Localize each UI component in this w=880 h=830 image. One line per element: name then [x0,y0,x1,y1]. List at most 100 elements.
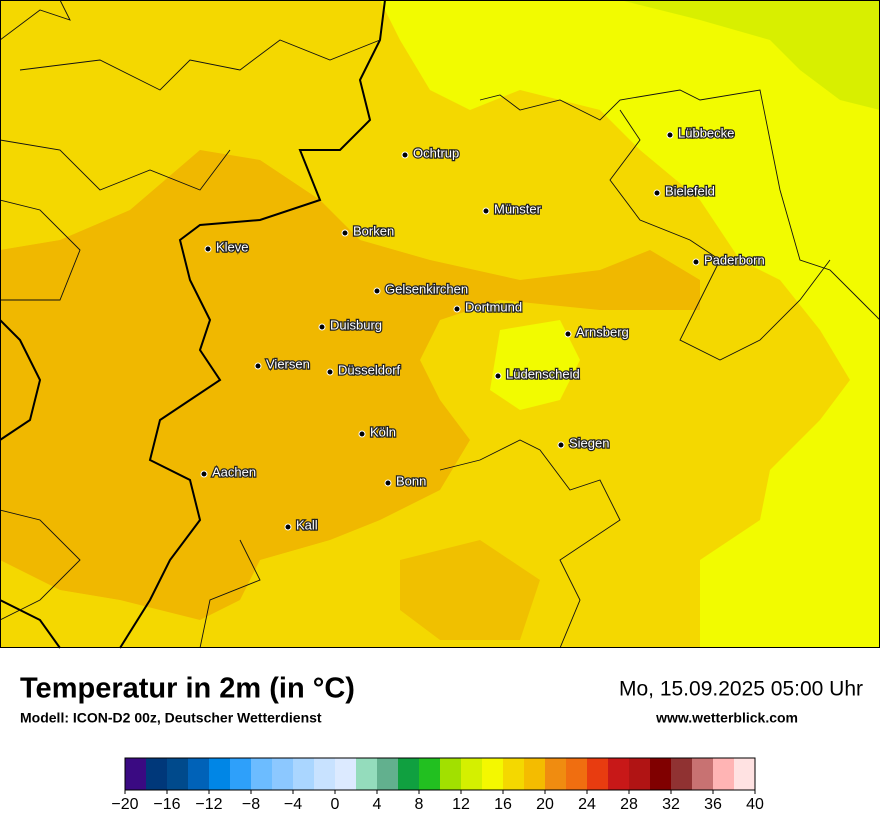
city-marker [692,258,700,266]
orange-patch [400,540,540,640]
colorbar-frame [124,757,756,791]
colorbar-segment [209,758,231,790]
city-marker [326,368,334,376]
colorbar-segment [587,758,609,790]
colorbar-segment [545,758,567,790]
city-label: Lüdenscheid [506,366,580,381]
city-label: Borken [353,223,394,238]
city-marker [384,479,392,487]
region-line [0,509,81,621]
colorbar-segment [650,758,672,790]
region-line [479,89,880,321]
city-label: Düsseldorf [338,362,401,377]
city-marker [204,245,212,253]
colorbar-segment [398,758,420,790]
city-marker [557,441,565,449]
city-label: Münster [494,201,542,216]
colorbar-tick-label: −8 [242,796,260,813]
national-border [0,0,386,649]
region-line [0,0,71,41]
city-marker [453,305,461,313]
colorbar-segment [671,758,693,790]
colorbar-segment [167,758,189,790]
colorbar-tick-label: 36 [704,796,722,813]
city-marker [254,362,262,370]
colorbar-segment [608,758,630,790]
city-layer: Lübbecke Ochtrup Bielefeld Münster Borken Kle… [200,124,766,534]
city-label: Siegen [569,435,609,450]
city-marker [341,229,349,237]
colorbar-tick-label: −12 [195,796,222,813]
city-label: Kleve [216,239,249,254]
colorbar-segment [440,758,462,790]
region-line [0,199,81,301]
website: www.wetterblick.com [655,710,798,726]
colorbar-tick-label: 32 [662,796,680,813]
date: Mo, 15.09.2025 05:00 Uhr [619,678,863,701]
colorbar-tick-label: 8 [415,796,424,813]
colorbar-tick-label: 0 [331,796,340,813]
region-line [0,139,231,191]
city-marker [401,151,409,159]
border-line [0,599,61,649]
colorbar-tick-label: 16 [494,796,512,813]
region-line [199,539,261,649]
colorbar-segment [629,758,651,790]
city-label: Dortmund [465,299,522,314]
city-marker [653,189,661,197]
city-label: Viersen [266,356,310,371]
city-label: Kall [296,517,318,532]
sauerland-zone [490,320,580,410]
city-marker [200,470,208,478]
city-marker [358,430,366,438]
colorbar-segment [734,758,756,790]
region-line [609,109,831,361]
city-label: Arnsberg [576,324,629,339]
city-label: Paderborn [704,252,765,267]
colorbar-segment [692,758,714,790]
colorbar-tick-label: 28 [620,796,638,813]
colorbar-segment [566,758,588,790]
city-label: Köln [370,424,396,439]
city-marker [284,523,292,531]
colorbar-segment [503,758,525,790]
colorbar-tick-label: 20 [536,796,554,813]
city-label: Gelsenkirchen [385,281,468,296]
colorbar-segment [125,758,147,790]
colorbar-tick-label: 12 [452,796,470,813]
city-label: Duisburg [330,317,382,332]
colorbar-tick-label: −4 [284,796,302,813]
colorbar-segment [335,758,357,790]
colorbar-segment [251,758,273,790]
colorbar-segment [272,758,294,790]
city-label: Bonn [396,473,426,488]
map: Lübbecke Ochtrup Bielefeld Münster Borken Kle… [0,0,880,649]
city-marker [373,287,381,295]
city-label: Aachen [212,464,256,479]
border-line [119,0,386,649]
state-borders [0,0,880,649]
city-label: Bielefeld [665,183,715,198]
cooler-zone [620,0,880,110]
chart-title: Temperatur in 2m (in °C) [20,673,355,705]
colorbar-segment [293,758,315,790]
colorbar-segment [713,758,735,790]
colorbar-segment [482,758,504,790]
subtitle: Modell: ICON-D2 00z, Deutscher Wetterdie… [20,710,322,726]
warm-yellow-zone [380,0,880,648]
colorbar-tick-label: −20 [111,796,138,813]
colorbar-segment [230,758,252,790]
city-marker [482,207,490,215]
colorbar-segment [377,758,399,790]
colorbar-segment [146,758,168,790]
colorbar-segment [314,758,336,790]
colorbar-segment [188,758,210,790]
city-label: Lübbecke [678,125,734,140]
colorbar-segment [356,758,378,790]
warm-orange-zone [0,150,700,620]
colorbar-tick-label: −16 [153,796,180,813]
city-marker [318,323,326,331]
region-line [439,439,621,649]
city-marker [494,372,502,380]
